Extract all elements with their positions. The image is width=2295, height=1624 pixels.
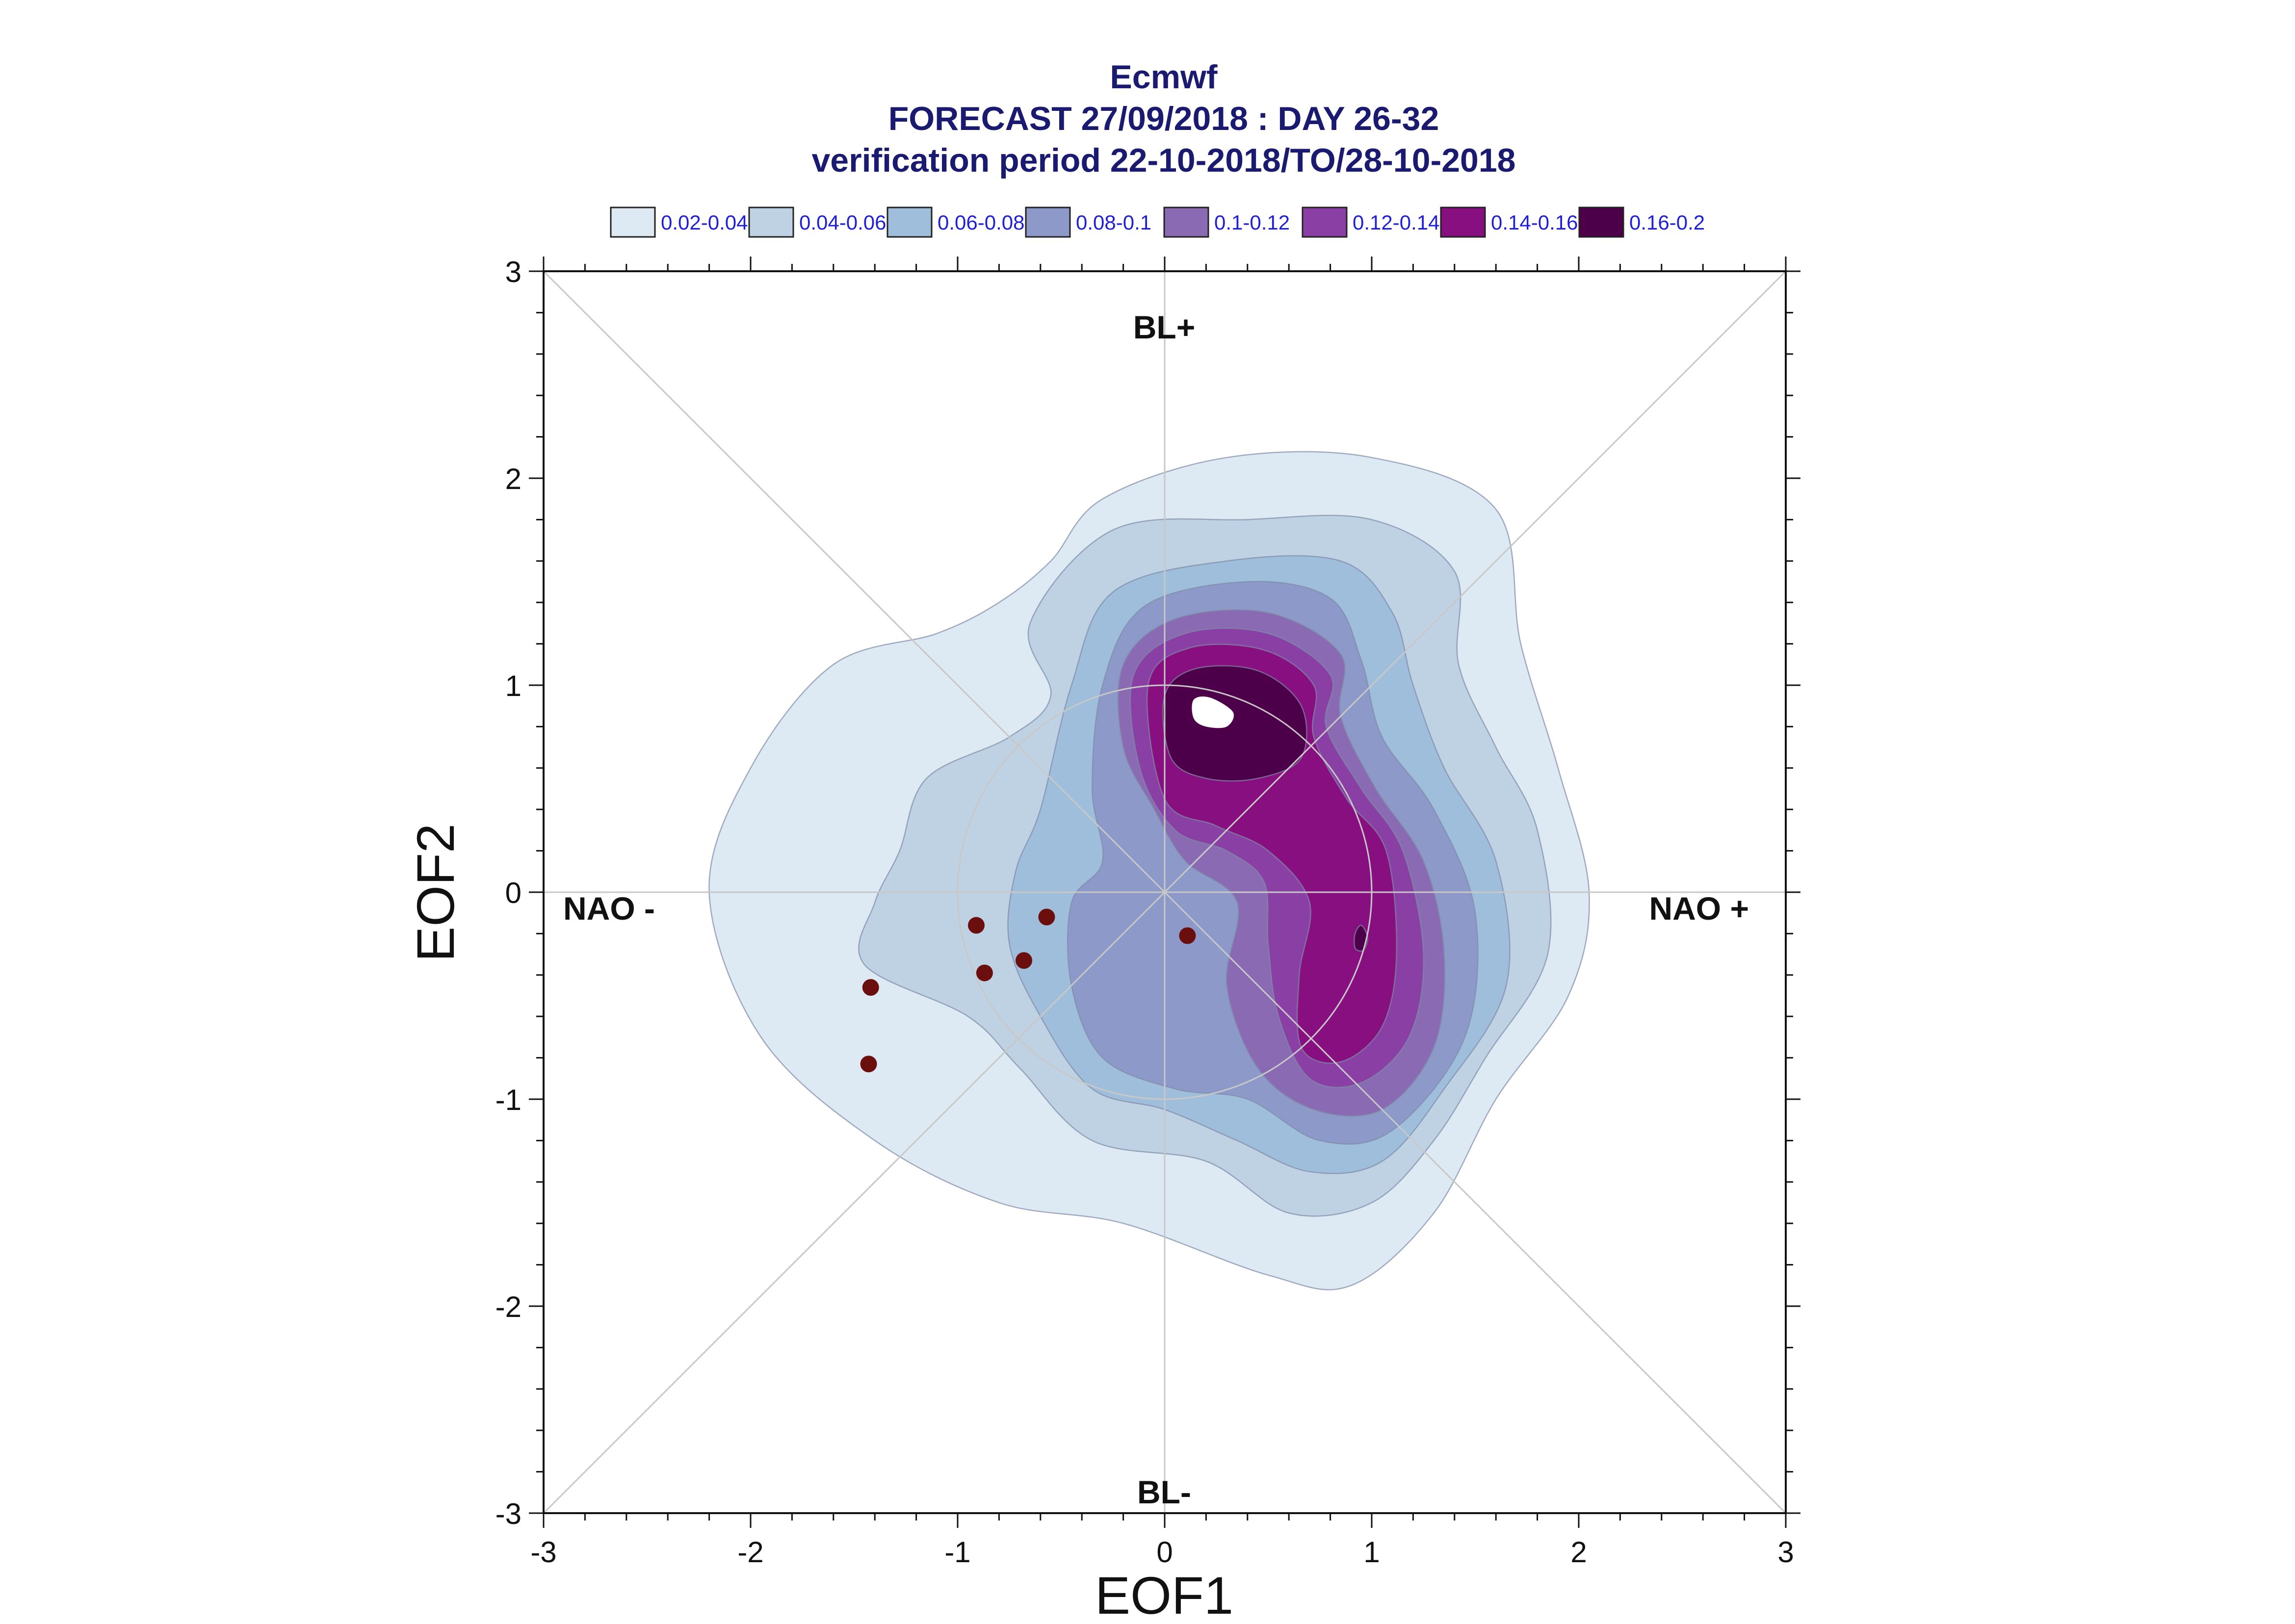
y-tick-label: 3 — [505, 256, 522, 288]
title-line-1: Ecmwf — [1110, 58, 1218, 96]
x-tick-label: 0 — [1156, 1536, 1173, 1569]
ensemble-point — [1179, 927, 1196, 944]
y-tick-label: -1 — [496, 1083, 522, 1116]
legend-swatch — [1163, 206, 1209, 238]
reference-lines — [543, 270, 1787, 1514]
title-line-2: FORECAST 27/09/2018 : DAY 26-32 — [888, 100, 1439, 137]
legend-label: 0.02-0.04 — [661, 211, 748, 234]
ensemble-point — [862, 979, 879, 996]
y-tick-label: -3 — [496, 1497, 522, 1530]
x-tick-label: 2 — [1570, 1536, 1587, 1569]
legend-swatch — [1440, 206, 1486, 238]
legend-swatch — [1578, 206, 1624, 238]
legend-swatch — [1302, 206, 1348, 238]
regime-label-left: NAO - — [563, 890, 655, 927]
density-peak — [1192, 696, 1234, 728]
x-tick-label: -1 — [944, 1536, 970, 1569]
legend: 0.02-0.04 0.04-0.06 0.06-0.08 0.08-0.1 0.1-0… — [610, 206, 1705, 238]
y-tick-label: -2 — [496, 1290, 522, 1323]
legend-label: 0.14-0.16 — [1491, 211, 1578, 234]
legend-label: 0.1-0.12 — [1214, 211, 1290, 234]
chart-title: Ecmwf FORECAST 27/09/2018 : DAY 26-32 ve… — [811, 58, 1515, 179]
ensemble-point — [976, 964, 993, 981]
x-tick-label: 3 — [1777, 1536, 1794, 1569]
y-axis-label: EOF2 — [406, 824, 465, 962]
regime-label-right: NAO + — [1649, 890, 1749, 927]
ensemble-points — [860, 908, 1196, 1073]
ensemble-point — [967, 917, 985, 934]
x-tick-label: 1 — [1363, 1536, 1380, 1569]
x-axis-label: EOF1 — [1095, 1566, 1233, 1624]
legend-label: 0.16-0.2 — [1629, 211, 1705, 234]
legend-swatch — [748, 206, 794, 238]
legend-label: 0.08-0.1 — [1076, 211, 1151, 234]
y-tick-label: 2 — [505, 463, 522, 495]
regime-label-bottom: BL- — [1137, 1474, 1191, 1510]
contour-level-8 — [1162, 665, 1307, 782]
ensemble-point — [860, 1056, 877, 1073]
legend-swatch — [887, 206, 933, 238]
plot-area: -3 -2 -1 0 1 2 3 -3 -2 -1 0 1 2 3 — [496, 256, 1800, 1569]
axis-ticks: -3 -2 -1 0 1 2 3 -3 -2 -1 0 1 2 3 — [496, 256, 1800, 1569]
y-tick-label: 1 — [505, 670, 522, 702]
legend-label: 0.04-0.06 — [799, 211, 886, 234]
title-line-3: verification period 22-10-2018/TO/28-10-… — [811, 142, 1515, 179]
legend-swatch — [610, 206, 656, 238]
x-tick-label: -3 — [530, 1536, 556, 1569]
legend-label: 0.12-0.14 — [1353, 211, 1439, 234]
density-contours — [708, 451, 1590, 1290]
legend-label: 0.06-0.08 — [938, 211, 1024, 234]
regime-label-top: BL+ — [1133, 309, 1196, 345]
x-tick-label: -2 — [737, 1536, 763, 1569]
ensemble-point — [1038, 908, 1055, 926]
legend-swatch — [1025, 206, 1071, 238]
y-tick-label: 0 — [505, 876, 522, 909]
ensemble-point — [1016, 952, 1033, 969]
unit-circle — [957, 684, 1373, 1100]
